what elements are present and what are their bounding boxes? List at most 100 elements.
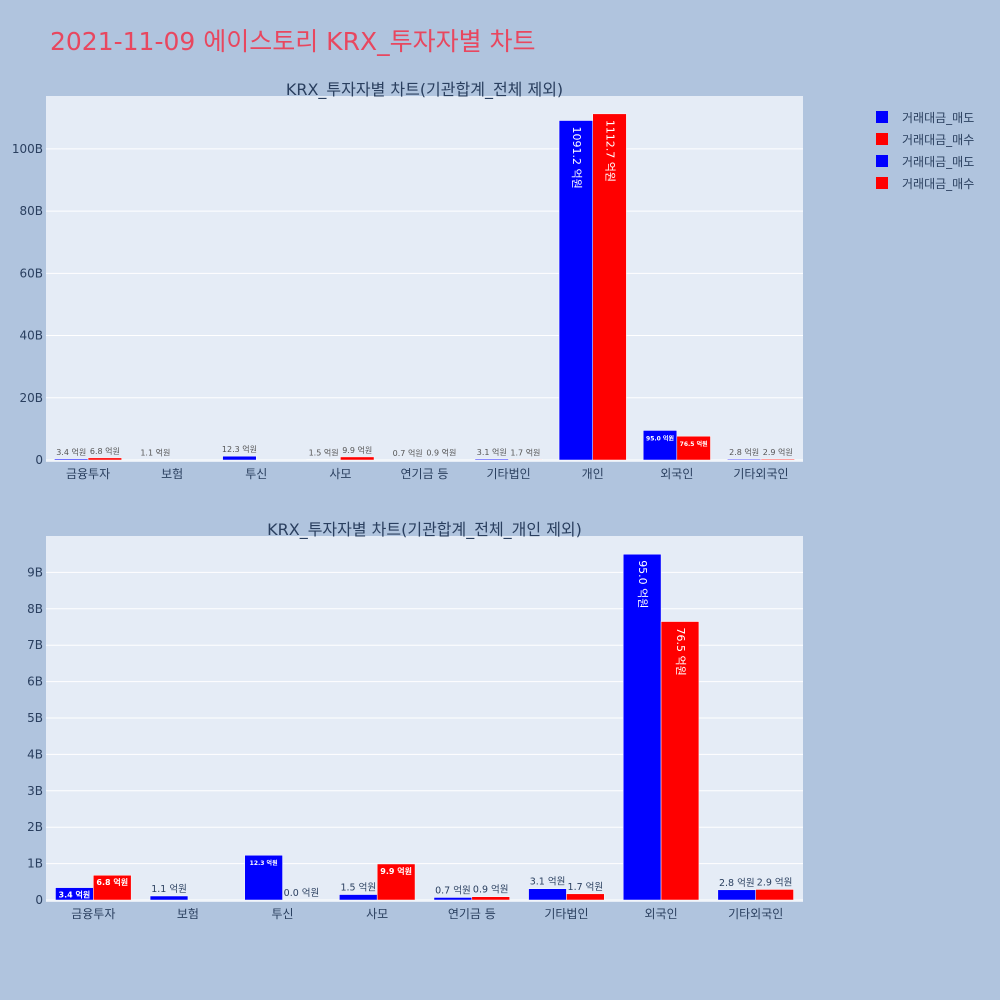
legend: 거래대금_매도 거래대금_매수 거래대금_매도 거래대금_매수 bbox=[876, 106, 974, 194]
data-label: 6.8 억원 bbox=[96, 877, 128, 887]
legend-item-sell-1[interactable]: 거래대금_매도 bbox=[876, 106, 974, 128]
x-tick-label: 투신 bbox=[272, 907, 294, 921]
y-tick-label: 1B bbox=[27, 857, 43, 871]
y-tick-label: 0 bbox=[35, 453, 43, 467]
data-label: 9.9 억원 bbox=[342, 445, 372, 455]
data-label: 0.9 억원 bbox=[473, 884, 509, 896]
legend-swatch bbox=[876, 177, 888, 189]
bar-buy bbox=[508, 459, 543, 461]
bar-sell bbox=[244, 854, 283, 901]
legend-label: 거래대금_매도 bbox=[902, 110, 975, 125]
data-label: 76.5 억원 bbox=[680, 440, 708, 448]
legend-swatch bbox=[876, 133, 888, 145]
data-label: 1.1 억원 bbox=[140, 448, 170, 458]
data-label: 3.1 억원 bbox=[477, 447, 507, 457]
x-tick-label: 사모 bbox=[366, 907, 388, 921]
bar-buy bbox=[760, 458, 795, 461]
data-label: 3.4 억원 bbox=[59, 890, 91, 900]
bar-sell bbox=[222, 455, 257, 461]
x-tick-label: 기타외국인 bbox=[728, 907, 783, 921]
legend-swatch bbox=[876, 155, 888, 167]
x-tick-label: 보험 bbox=[177, 907, 199, 921]
bar-buy bbox=[87, 457, 122, 461]
bar-sell bbox=[622, 553, 662, 901]
x-tick-label: 외국인 bbox=[645, 907, 678, 921]
y-tick-label: 20B bbox=[19, 391, 43, 405]
y-tick-label: 60B bbox=[19, 266, 43, 280]
data-label: 0.9 억원 bbox=[426, 448, 456, 458]
y-tick-label: 2B bbox=[27, 820, 43, 834]
y-tick-label: 40B bbox=[19, 329, 43, 343]
x-tick-label: 연기금 등 bbox=[401, 467, 449, 481]
data-label: 12.3 억원 bbox=[222, 444, 257, 454]
data-label: 1112.7 억원 bbox=[604, 120, 617, 182]
bar-buy bbox=[660, 621, 700, 901]
bar-buy bbox=[340, 456, 375, 461]
bar-sell bbox=[54, 458, 89, 461]
y-tick-label: 9B bbox=[27, 565, 43, 579]
x-tick-label: 금융투자 bbox=[71, 907, 115, 921]
data-label: 2.8 억원 bbox=[729, 447, 759, 457]
y-tick-label: 7B bbox=[27, 638, 43, 652]
y-tick-label: 8B bbox=[27, 602, 43, 616]
bar-sell bbox=[717, 889, 756, 901]
x-tick-label: 기타법인 bbox=[487, 467, 531, 481]
x-tick-label: 기타법인 bbox=[544, 907, 588, 921]
data-label: 2.9 억원 bbox=[763, 447, 793, 457]
data-label: 3.4 억원 bbox=[56, 447, 86, 457]
bar-sell bbox=[339, 894, 378, 901]
x-tick-label: 연기금 등 bbox=[448, 907, 496, 921]
data-label: 2.9 억원 bbox=[757, 876, 793, 888]
x-tick-label: 외국인 bbox=[660, 467, 693, 481]
data-label: 1.7 억원 bbox=[568, 881, 604, 893]
legend-item-sell-2[interactable]: 거래대금_매도 bbox=[876, 150, 974, 172]
legend-label: 거래대금_매수 bbox=[902, 132, 975, 147]
bar-sell bbox=[474, 458, 509, 461]
legend-label: 거래대금_매수 bbox=[902, 176, 975, 191]
bar-buy bbox=[592, 113, 627, 461]
chart-title: KRX_투자자별 차트(기관합계_전체_개인 제외) bbox=[267, 520, 582, 540]
bar-sell bbox=[528, 888, 567, 901]
y-tick-label: 3B bbox=[27, 784, 43, 798]
x-tick-label: 개인 bbox=[582, 467, 604, 481]
data-label: 95.0 억원 bbox=[646, 434, 674, 442]
data-label: 1.7 억원 bbox=[510, 447, 540, 457]
bar-sell bbox=[149, 895, 189, 901]
data-label: 1.5 억원 bbox=[309, 448, 339, 458]
x-tick-label: 투신 bbox=[245, 467, 267, 481]
bar-buy bbox=[376, 863, 416, 901]
data-label: 0.7 억원 bbox=[435, 884, 471, 896]
legend-label: 거래대금_매도 bbox=[902, 154, 975, 169]
data-label: 6.8 억원 bbox=[90, 446, 120, 456]
data-label: 1091.2 억원 bbox=[570, 127, 583, 189]
y-tick-label: 5B bbox=[27, 711, 43, 725]
bar-buy bbox=[93, 874, 132, 901]
data-label: 3.1 억원 bbox=[530, 876, 566, 888]
y-tick-label: 80B bbox=[19, 204, 43, 218]
bar-buy bbox=[471, 896, 510, 901]
y-tick-label: 6B bbox=[27, 675, 43, 689]
legend-item-buy-2[interactable]: 거래대금_매수 bbox=[876, 172, 974, 194]
y-tick-label: 0 bbox=[35, 893, 43, 907]
page-title: 2021-11-09 에이스토리 KRX_투자자별 차트 bbox=[50, 27, 536, 56]
data-label: 0.0 억원 bbox=[284, 887, 320, 899]
data-label: 2.8 억원 bbox=[719, 877, 755, 889]
legend-swatch bbox=[876, 111, 888, 123]
x-tick-label: 금융투자 bbox=[66, 467, 110, 481]
legend-item-buy-1[interactable]: 거래대금_매수 bbox=[876, 128, 974, 150]
bar-buy bbox=[566, 893, 605, 901]
bar-sell bbox=[727, 458, 762, 461]
x-tick-label: 기타외국인 bbox=[733, 467, 788, 481]
bar-buy bbox=[755, 889, 794, 901]
bar-sell bbox=[433, 897, 473, 901]
data-label: 9.9 억원 bbox=[380, 866, 412, 876]
chart-title: KRX_투자자별 차트(기관합계_전체 제외) bbox=[286, 80, 563, 100]
y-tick-label: 100B bbox=[12, 142, 43, 156]
data-label: 0.7 억원 bbox=[393, 448, 423, 458]
data-label: 95.0 억원 bbox=[636, 560, 649, 608]
x-tick-label: 사모 bbox=[329, 467, 351, 481]
bar-sell bbox=[642, 430, 678, 461]
x-tick-label: 보험 bbox=[161, 467, 183, 481]
data-label: 12.3 억원 bbox=[250, 859, 278, 867]
